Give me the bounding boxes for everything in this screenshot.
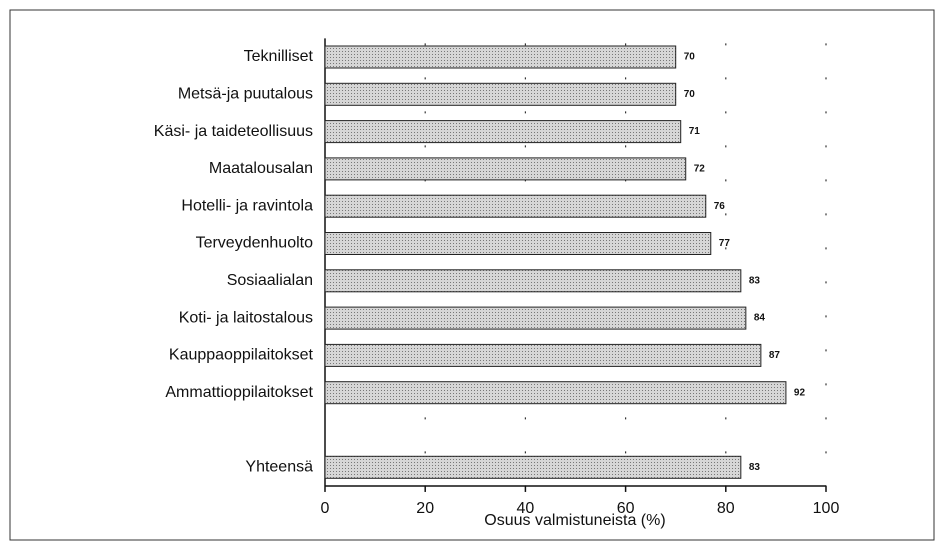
bar [324,45,677,69]
y-tick-label: Ammattioppilaitokset [165,384,313,401]
y-tick-label: Metsä-ja puutalous [178,86,313,103]
y-tick-label: Hotelli- ja ravintola [181,197,313,214]
value-label: 84 [754,313,766,324]
value-label: 76 [714,201,726,212]
bar [324,306,747,330]
bar [324,194,707,218]
value-label: 83 [749,462,761,473]
y-tick-label: Terveydenhuolto [196,235,314,252]
y-tick-label: Teknilliset [244,48,314,65]
x-tick-label: 100 [813,500,840,517]
bar [324,269,742,293]
value-label: 87 [769,350,781,361]
bar [324,232,712,255]
bar [324,82,677,106]
bar [324,381,787,405]
y-tick-label: Koti- ja laitostalous [179,309,313,326]
y-tick-label: Kauppaoppilaitokset [169,347,314,364]
bar [324,343,762,367]
frame [9,9,935,541]
value-label: 70 [684,52,696,63]
y-tick-label: Yhteensä [245,459,313,476]
bar [324,455,742,479]
y-tick-label: Käsi- ja taideteollisuus [154,123,313,140]
y-tick-label: Maatalousalan [209,160,313,177]
x-tick-label: 40 [517,500,535,517]
x-tick-label: 80 [717,500,735,517]
y-tick-label: Sosiaalialan [227,272,313,289]
x-axis-label: Osuus valmistuneista (%) [484,512,665,529]
value-label: 72 [694,164,706,175]
value-label: 71 [689,126,701,137]
value-label: 83 [749,275,761,286]
bar [324,157,687,181]
value-label: 70 [684,89,696,100]
x-tick-label: 60 [617,500,635,517]
value-label: 77 [719,238,731,249]
x-tick-label: 20 [416,500,434,517]
bar [324,120,682,144]
x-tick-label: 0 [321,500,330,517]
value-label: 92 [794,387,806,398]
